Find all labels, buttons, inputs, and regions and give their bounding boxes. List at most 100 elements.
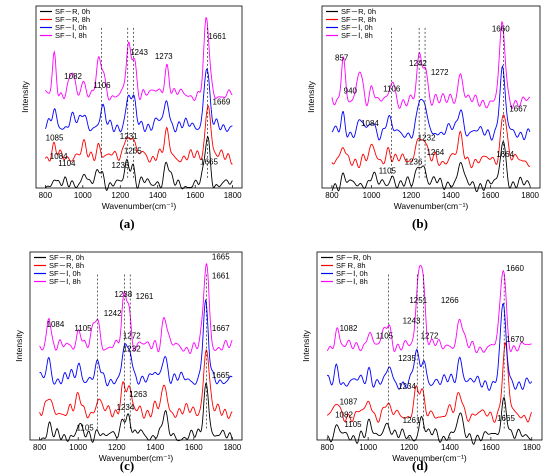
plot-frame bbox=[29, 251, 243, 441]
peak-annotation: 1231 bbox=[120, 132, 138, 141]
peak-annotation: 1669 bbox=[213, 97, 231, 106]
y-axis-title: Intensity bbox=[14, 329, 24, 361]
peak-annotation: 1235 bbox=[398, 354, 416, 363]
chart-panel-4: 800 1000 1200 1400 1600 1800 Wavenumber(cm⁻¹) I… bbox=[301, 251, 543, 473]
series-line-1 bbox=[327, 396, 532, 445]
x-tick-label: 1000 bbox=[69, 443, 87, 452]
peak-annotation: 940 bbox=[344, 86, 358, 95]
peak-annotation: 1272 bbox=[431, 68, 449, 77]
peak-annotation: 1667 bbox=[509, 105, 527, 114]
series-line-2 bbox=[39, 349, 233, 420]
peak-annotation: 1087 bbox=[340, 397, 358, 406]
peak-annotation: 1232 bbox=[123, 345, 141, 354]
series-line-1 bbox=[45, 135, 233, 192]
plot-frame bbox=[35, 5, 243, 189]
peak-annotation: 1665 bbox=[200, 157, 218, 166]
peak-annotation: 1265 bbox=[124, 146, 142, 155]
legend-label: SF－Ⅰ, 8h bbox=[49, 277, 81, 286]
peak-annotation: 1082 bbox=[335, 410, 353, 419]
peak-annotation: 1082 bbox=[64, 72, 82, 81]
peak-annotation: 1085 bbox=[46, 134, 64, 143]
legend-label: SF－Ⅰ, 0h bbox=[55, 23, 87, 32]
peak-annotation: 1235 bbox=[112, 161, 130, 170]
x-tick-label: 1400 bbox=[149, 191, 167, 200]
peak-annotation: 1106 bbox=[383, 85, 401, 94]
x-tick-label: 1400 bbox=[441, 443, 459, 452]
series-line-1 bbox=[331, 141, 531, 193]
x-tick-label: 800 bbox=[33, 443, 47, 452]
x-tick-label: 1200 bbox=[402, 191, 420, 200]
peak-annotation: 1104 bbox=[58, 159, 76, 168]
chart-panel-2: 800 1000 1200 1400 1600 1800 Wavenumber(cm⁻¹) I… bbox=[306, 5, 541, 231]
y-axis-title: Intensity bbox=[306, 80, 316, 112]
peak-annotation: 1234 bbox=[398, 382, 416, 391]
peak-annotation: 1273 bbox=[155, 52, 173, 61]
panel-label: (a) bbox=[119, 216, 134, 231]
legend-label: SF－R, 0h bbox=[341, 7, 376, 16]
legend-label: SF－Ⅰ, 0h bbox=[336, 269, 368, 278]
series-line-3 bbox=[39, 298, 233, 387]
peak-annotation: 1105 bbox=[376, 331, 394, 340]
peak-annotation: 1665 bbox=[212, 371, 230, 380]
series-line-2 bbox=[326, 341, 533, 423]
peak-annotation: 1664 bbox=[496, 150, 514, 159]
x-axis-title: Wavenumber(cm⁻¹) bbox=[394, 201, 469, 211]
x-tick-label: 1600 bbox=[482, 443, 500, 452]
series-line-3 bbox=[44, 68, 233, 133]
plot-frame bbox=[316, 251, 543, 441]
peak-annotation: 1084 bbox=[47, 320, 65, 329]
x-tick-label: 1000 bbox=[363, 191, 381, 200]
series-line-4 bbox=[45, 16, 233, 102]
legend-label: SF－Ⅰ, 0h bbox=[341, 23, 373, 32]
x-axis-title: Wavenumber(cm⁻¹) bbox=[392, 453, 467, 463]
legend-label: SF－R, 0h bbox=[55, 7, 90, 16]
legend-label: SF－R, 8h bbox=[55, 15, 90, 24]
peak-annotation: 1660 bbox=[492, 24, 510, 33]
legend-label: SF－Ⅰ, 8h bbox=[336, 277, 368, 286]
peak-annotation: 1263 bbox=[129, 390, 147, 399]
series-line-2 bbox=[44, 105, 233, 165]
peak-annotation: 1106 bbox=[93, 81, 111, 90]
x-tick-label: 1600 bbox=[482, 191, 500, 200]
peak-annotation: 1251 bbox=[409, 296, 427, 305]
series-line-4 bbox=[331, 20, 531, 110]
x-axis-title: Wavenumber(cm⁻¹) bbox=[102, 201, 177, 211]
peak-annotation: 1261 bbox=[136, 292, 154, 301]
peak-annotation: 1236 bbox=[405, 157, 423, 166]
plot-frame bbox=[321, 5, 541, 189]
peak-annotation: 1243 bbox=[403, 316, 421, 325]
peak-annotation: 1670 bbox=[506, 335, 524, 344]
peak-annotation: 1266 bbox=[441, 296, 459, 305]
y-axis-title: Intensity bbox=[301, 329, 311, 361]
peak-annotation: 857 bbox=[335, 54, 349, 63]
peak-annotation: 1084 bbox=[361, 119, 379, 128]
legend-label: SF R, 8h bbox=[336, 261, 366, 270]
peak-annotation: 1105 bbox=[77, 424, 95, 433]
series-line-1 bbox=[39, 381, 233, 443]
peak-annotation: 1243 bbox=[130, 48, 148, 57]
peak-annotation: 1084 bbox=[50, 152, 68, 161]
peak-annotation: 1105 bbox=[344, 420, 362, 429]
peak-annotation: 1238 bbox=[114, 290, 132, 299]
panel-label: (c) bbox=[120, 458, 134, 473]
legend-label: SF－Ⅰ, 8h bbox=[341, 31, 373, 40]
panel-label: (d) bbox=[412, 458, 428, 473]
legend-label: SF－R, 8h bbox=[49, 261, 84, 270]
peak-annotation: 1232 bbox=[418, 134, 436, 143]
x-tick-label: 1200 bbox=[400, 443, 418, 452]
peak-annotation: 1665 bbox=[212, 253, 230, 262]
legend-label: SF－R, 0h bbox=[336, 253, 371, 262]
x-tick-label: 1800 bbox=[224, 191, 242, 200]
peak-annotation: 1272 bbox=[421, 331, 439, 340]
series-line-4 bbox=[39, 263, 233, 355]
x-tick-label: 1800 bbox=[223, 443, 241, 452]
peak-annotation: 1234 bbox=[117, 403, 135, 412]
x-tick-label: 800 bbox=[325, 191, 339, 200]
y-axis-title: Intensity bbox=[20, 80, 30, 112]
x-tick-label: 800 bbox=[321, 443, 335, 452]
peak-annotation: 1661 bbox=[212, 271, 230, 280]
peak-annotation: 1272 bbox=[123, 331, 141, 340]
peak-annotation: 1667 bbox=[212, 324, 230, 333]
x-tick-label: 1800 bbox=[521, 191, 539, 200]
